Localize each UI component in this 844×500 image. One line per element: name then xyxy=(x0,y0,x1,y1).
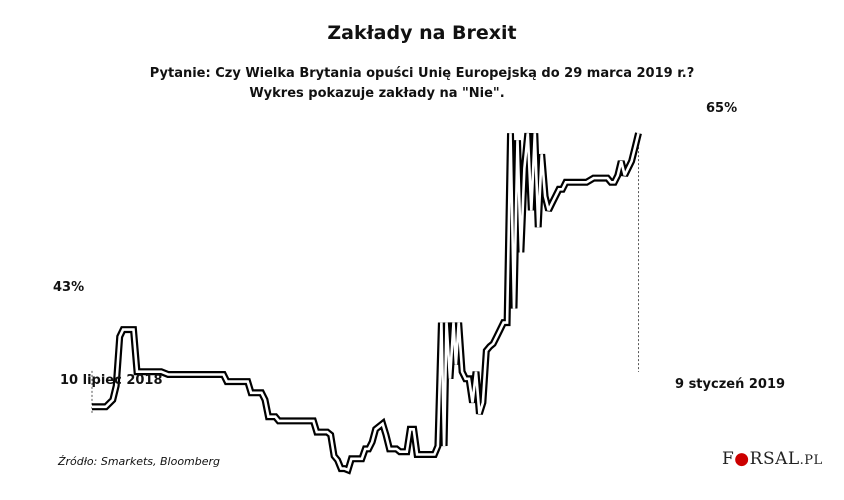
source-note: Źródło: Smarkets, Bloomberg xyxy=(58,455,221,468)
start-value-label: 43% xyxy=(53,280,85,295)
x-end-label: 9 styczeń 2019 xyxy=(675,377,786,392)
chart-title: Zakłady na Brexit xyxy=(327,22,517,44)
series-line xyxy=(92,132,642,475)
series-line-inner xyxy=(92,132,640,472)
x-start-label: 10 lipiec 2018 xyxy=(60,373,163,388)
chart-subtitle-line-1: Pytanie: Czy Wielka Brytania opuści Unię… xyxy=(149,66,695,81)
end-value-label: 65% xyxy=(706,101,738,116)
forsal-logo: F●RSAL.PL xyxy=(722,449,823,469)
chart-subtitle-line-2: Wykres pokazuje zakłady na "Nie". xyxy=(249,86,505,101)
